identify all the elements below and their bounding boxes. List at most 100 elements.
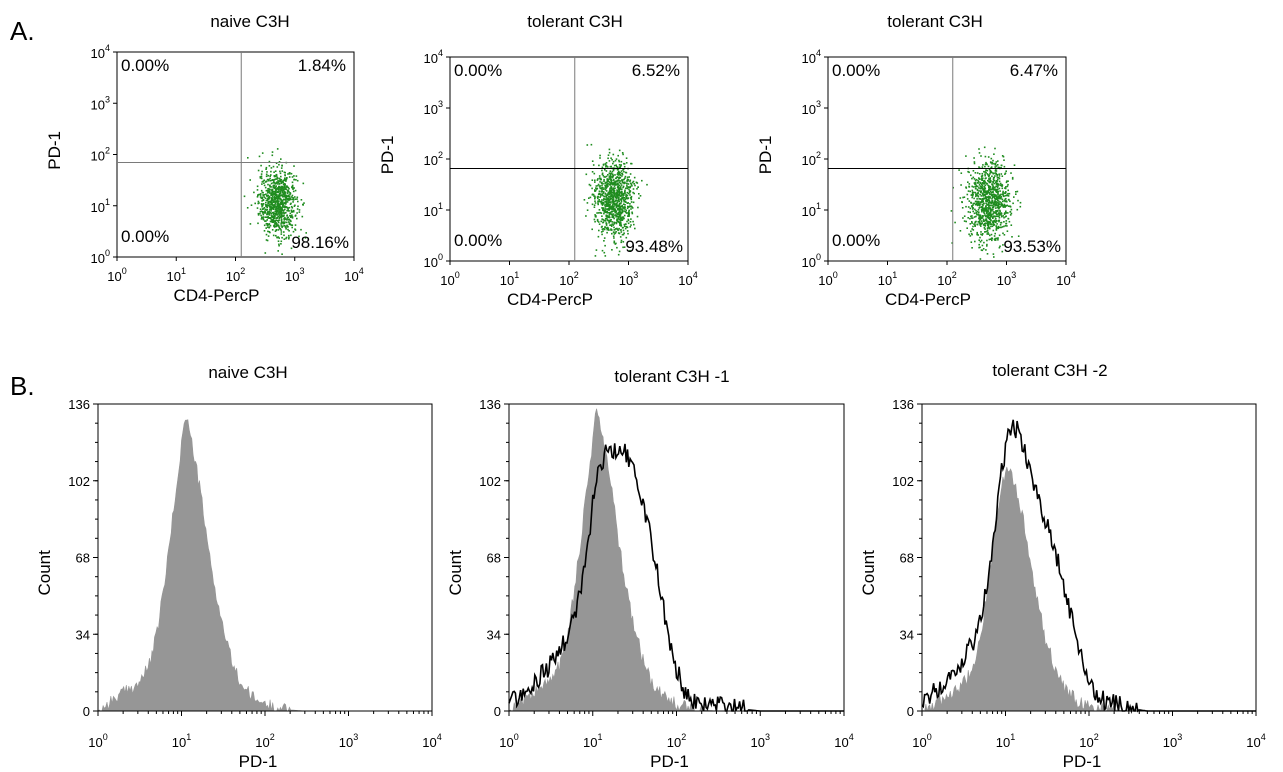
data-point — [638, 197, 640, 199]
data-point — [1001, 200, 1004, 203]
data-point — [625, 193, 627, 196]
y-tick-label: 102 — [424, 150, 443, 168]
data-point — [603, 209, 606, 212]
data-point — [588, 197, 590, 199]
data-point — [274, 187, 276, 189]
data-point — [617, 179, 620, 182]
data-point — [973, 178, 976, 180]
data-point — [995, 183, 998, 186]
data-point — [613, 183, 616, 185]
data-point — [274, 212, 276, 215]
data-point — [997, 205, 1000, 207]
data-point — [278, 183, 281, 185]
data-point — [597, 183, 600, 186]
data-point — [263, 230, 266, 232]
data-point — [611, 214, 614, 217]
data-point — [262, 194, 265, 197]
data-point — [974, 182, 977, 184]
data-point — [610, 157, 612, 159]
data-point — [285, 194, 288, 197]
data-point — [592, 193, 595, 196]
data-point — [605, 190, 608, 192]
data-point — [597, 197, 599, 200]
data-point — [604, 163, 607, 165]
data-point — [603, 188, 605, 190]
data-point — [261, 200, 263, 202]
data-point — [619, 219, 622, 222]
data-point — [291, 198, 294, 201]
data-point — [989, 170, 992, 172]
data-point — [610, 193, 613, 196]
data-point — [617, 187, 620, 189]
data-point — [603, 237, 606, 239]
data-point — [591, 160, 594, 162]
data-point — [996, 199, 999, 201]
data-point — [996, 197, 999, 199]
data-point — [986, 191, 988, 194]
data-point — [981, 216, 983, 219]
data-point — [597, 196, 599, 198]
data-point — [284, 216, 286, 219]
data-points — [243, 148, 307, 255]
data-point — [601, 233, 603, 236]
data-point — [606, 211, 609, 214]
data-point — [260, 189, 263, 192]
data-point — [619, 198, 621, 201]
x-axis-title: CD4-PercP — [885, 290, 971, 309]
data-point — [269, 192, 271, 194]
data-point — [624, 187, 627, 190]
data-point — [591, 228, 593, 231]
data-point — [618, 189, 621, 192]
data-point — [610, 219, 612, 221]
data-point — [625, 162, 628, 164]
data-point — [978, 148, 980, 150]
data-point — [607, 185, 609, 187]
data-point — [976, 192, 979, 195]
data-point — [271, 221, 274, 223]
data-point — [267, 212, 270, 214]
data-point — [992, 172, 994, 174]
data-point — [262, 218, 265, 220]
x-axis-title: PD-1 — [239, 752, 278, 771]
data-point — [631, 207, 634, 209]
data-point — [983, 211, 985, 213]
data-point — [617, 199, 620, 201]
data-point — [609, 182, 612, 184]
data-point — [983, 210, 986, 212]
data-point — [261, 212, 264, 214]
data-point — [1005, 222, 1007, 225]
data-point — [272, 208, 275, 210]
data-point — [1005, 220, 1008, 222]
data-point — [624, 225, 626, 228]
data-point — [271, 151, 274, 153]
data-point — [993, 153, 995, 155]
data-point — [998, 173, 1000, 175]
data-point — [1000, 221, 1003, 224]
data-point — [616, 218, 618, 220]
x-tick-label: 100 — [818, 270, 837, 288]
data-point — [975, 215, 977, 218]
data-point — [622, 193, 625, 195]
data-point — [272, 211, 275, 214]
data-point — [292, 210, 295, 213]
data-point — [272, 182, 275, 184]
data-point — [991, 239, 993, 242]
data-point — [282, 196, 284, 198]
data-point — [597, 184, 599, 187]
data-point — [270, 197, 273, 199]
data-point — [598, 200, 601, 203]
data-point — [266, 208, 268, 211]
data-point — [611, 183, 614, 186]
data-point — [589, 184, 592, 187]
data-point — [270, 182, 273, 185]
data-point — [294, 215, 297, 217]
data-point — [983, 180, 985, 183]
data-point — [976, 200, 978, 203]
data-point — [268, 188, 271, 191]
data-point — [287, 194, 290, 197]
data-point — [617, 213, 619, 215]
data-point — [989, 177, 992, 179]
data-point — [984, 171, 986, 173]
data-point — [1019, 201, 1022, 204]
data-point — [997, 166, 1000, 169]
